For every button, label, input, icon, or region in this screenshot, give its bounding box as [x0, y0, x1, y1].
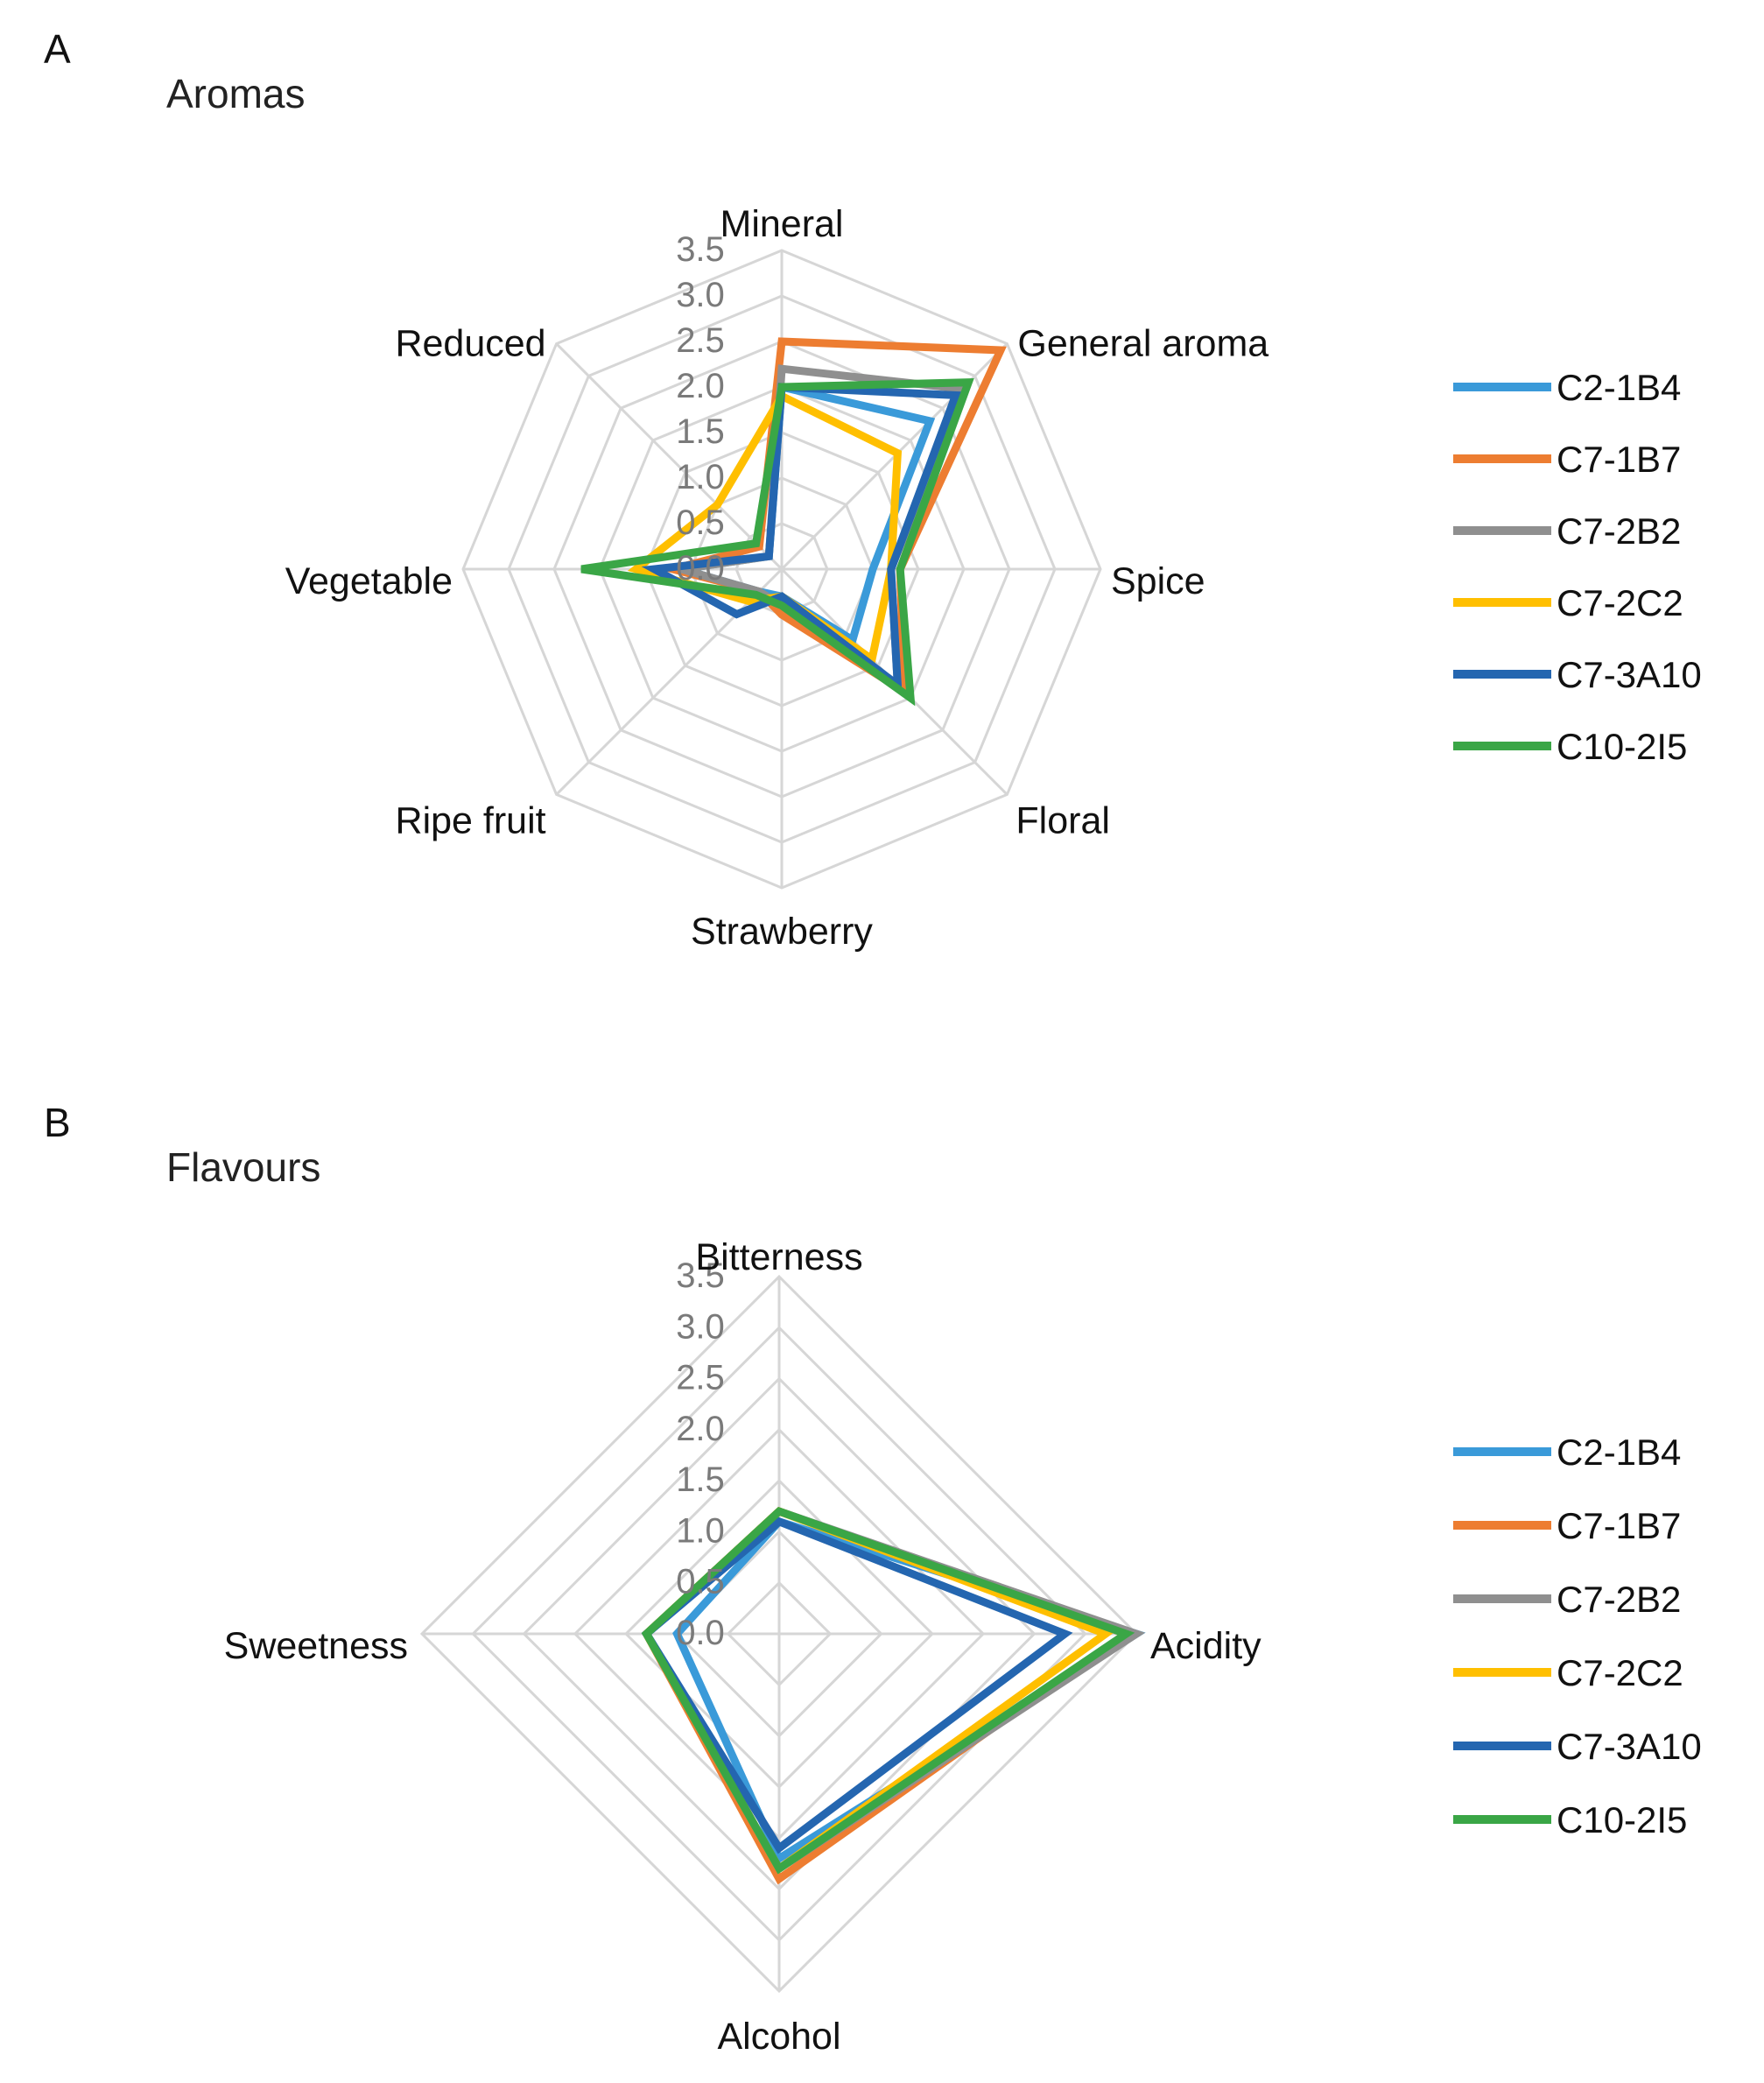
tick-label: 3.5 [676, 1256, 725, 1295]
legend-label: C7-3A10 [1557, 654, 1702, 695]
panel-a-legend: C2-1B4 C7-1B7 C7-2B2 C7-2C2 C7-3A10 C10-2I5 [1453, 367, 1702, 767]
legend-label: C7-2C2 [1557, 1652, 1683, 1693]
legend-item-c7-1b7: C7-1B7 [1453, 1505, 1681, 1546]
axis-label-sweetness: Sweetness [224, 1625, 408, 1667]
axis-label-floral: Floral [1016, 799, 1110, 841]
panel-a-title: Aromas [166, 71, 305, 116]
panel-b-title: Flavours [166, 1144, 320, 1190]
axis-label-vegetable: Vegetable [285, 560, 453, 602]
legend-item-c2-1b4: C2-1B4 [1453, 1432, 1681, 1473]
tick-label: 3.5 [676, 230, 725, 269]
tick-label: 2.5 [676, 321, 725, 360]
legend-label: C7-2B2 [1557, 1579, 1681, 1620]
axis-label-bitterness: Bitterness [695, 1236, 862, 1278]
axis-label-reduced: Reduced [395, 323, 545, 365]
panel-a-letter: A [44, 26, 71, 72]
legend-item-c10-2i5: C10-2I5 [1453, 1799, 1687, 1840]
axis-label-spice: Spice [1111, 560, 1205, 602]
legend-label: C2-1B4 [1557, 1432, 1681, 1473]
series-c7-3a10 [641, 383, 961, 693]
legend-item-c7-3a10: C7-3A10 [1453, 1726, 1702, 1767]
tick-label: 0.0 [676, 1614, 725, 1652]
axis-label-mineral: Mineral [720, 203, 844, 245]
tick-label: 0.0 [676, 549, 725, 588]
axis-label-alcohol: Alcohol [717, 2016, 840, 2058]
panel-b-letter: B [44, 1100, 71, 1145]
legend-item-c10-2i5: C10-2I5 [1453, 726, 1687, 767]
legend-label: C10-2I5 [1557, 726, 1687, 767]
legend-item-c7-2b2: C7-2B2 [1453, 1579, 1681, 1620]
tick-label: 0.5 [676, 503, 725, 542]
legend-label: C2-1B4 [1557, 367, 1681, 408]
panel-b-axis-labels: Bitterness Acidity Alcohol Sweetness [224, 1236, 1262, 2058]
legend-label: C7-2B2 [1557, 510, 1681, 552]
tick-label: 3.0 [676, 276, 725, 314]
panel-a-aromas: A Aromas 0.0 0.5 1.0 1.5 2.0 2.5 3.0 3.5 Minera… [44, 26, 1702, 953]
legend-item-c7-2b2: C7-2B2 [1453, 510, 1681, 552]
tick-label: 1.0 [676, 1511, 725, 1550]
spoke-ripe-fruit [555, 567, 784, 796]
panel-b-grid [419, 1274, 1139, 1994]
panel-b-legend: C2-1B4 C7-1B7 C7-2B2 C7-2C2 C7-3A10 C10-2I5 [1453, 1432, 1702, 1840]
legend-item-c7-2c2: C7-2C2 [1453, 1652, 1683, 1693]
series-c10-2i5 [580, 378, 974, 707]
legend-label: C7-1B7 [1557, 439, 1681, 480]
axis-label-ripe-fruit: Ripe fruit [396, 799, 546, 841]
panel-a-axis-labels: Mineral General aroma Spice Floral Strawberr… [285, 203, 1269, 953]
panel-a-tick-labels: 0.0 0.5 1.0 1.5 2.0 2.5 3.0 3.5 [676, 230, 725, 588]
tick-label: 1.5 [676, 1460, 725, 1499]
axis-label-strawberry: Strawberry [691, 911, 873, 953]
legend-label: C7-1B7 [1557, 1505, 1681, 1546]
tick-label: 2.0 [676, 367, 725, 405]
series-c7-1b7 [657, 337, 1007, 700]
legend-item-c7-1b7: C7-1B7 [1453, 439, 1681, 480]
legend-item-c7-3a10: C7-3A10 [1453, 654, 1702, 695]
legend-label: C7-2C2 [1557, 582, 1683, 623]
panel-b-flavours: B Flavours 0.0 0.5 1.0 1.5 2.0 2.5 3.0 3.5 Bitt… [44, 1100, 1702, 2058]
tick-label: 1.5 [676, 412, 725, 451]
legend-item-c7-2c2: C7-2C2 [1453, 582, 1683, 623]
spoke-reduced [555, 342, 784, 571]
tick-label: 3.0 [676, 1307, 725, 1346]
panel-a-series [580, 337, 1007, 707]
axis-label-general-aroma: General aroma [1017, 323, 1269, 365]
legend-label: C10-2I5 [1557, 1799, 1687, 1840]
series-c10-2i5 [641, 1506, 1135, 1875]
tick-label: 0.5 [676, 1563, 725, 1601]
tick-label: 1.0 [676, 458, 725, 496]
panel-b-tick-labels: 0.0 0.5 1.0 1.5 2.0 2.5 3.0 3.5 [676, 1256, 725, 1652]
panel-b-series [641, 1506, 1146, 1885]
tick-label: 2.5 [676, 1359, 725, 1397]
legend-label: C7-3A10 [1557, 1726, 1702, 1767]
axis-label-acidity: Acidity [1150, 1625, 1262, 1667]
tick-label: 2.0 [676, 1410, 725, 1448]
legend-item-c2-1b4: C2-1B4 [1453, 367, 1681, 408]
